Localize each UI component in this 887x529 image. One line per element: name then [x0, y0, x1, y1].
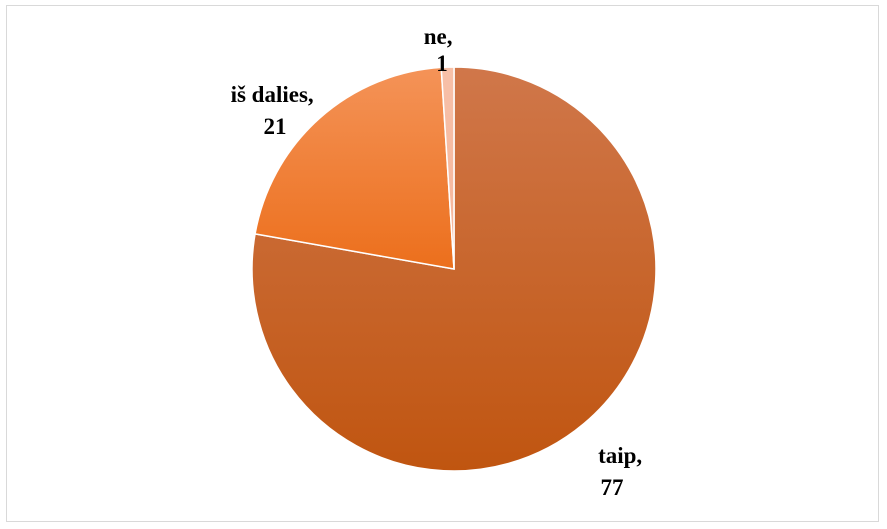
data-label-taip-value: 77	[601, 475, 624, 500]
data-label-taip: taip, 77	[598, 443, 648, 500]
data-label-ne-name: ne,	[424, 24, 453, 49]
pie-slice-ne	[440, 66, 455, 270]
data-label-is-dalies-name: iš dalies,	[231, 82, 314, 107]
data-label-ne: ne, 1	[424, 24, 459, 76]
data-labels: taip, 77 iš dalies, 21 ne, 1	[231, 24, 648, 500]
pie-slices	[251, 66, 657, 472]
data-label-taip-name: taip,	[598, 443, 642, 468]
data-label-ne-value: 1	[436, 51, 448, 76]
pie-slice-iš-dalies	[254, 66, 455, 270]
data-label-is-dalies-value: 21	[264, 114, 287, 139]
data-label-is-dalies: iš dalies, 21	[231, 82, 320, 139]
